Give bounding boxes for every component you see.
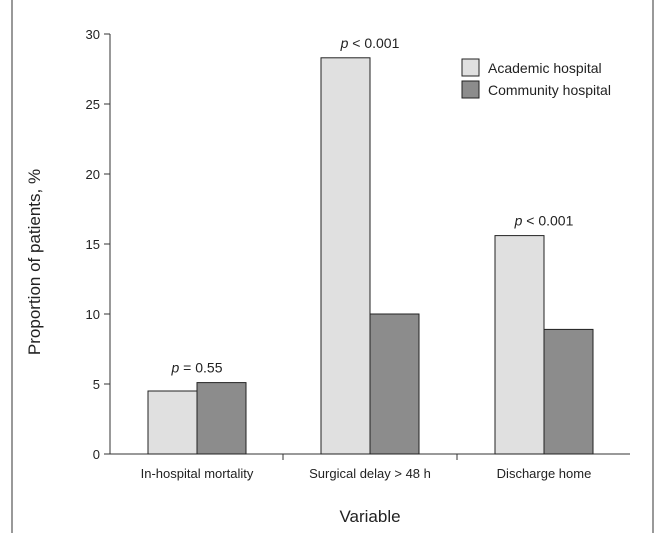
y-axis-title: Proportion of patients, % [25, 169, 44, 355]
legend-swatch [461, 58, 480, 77]
x-tick-label: Surgical delay > 48 h [309, 466, 431, 481]
x-axis-title: Variable [339, 507, 400, 526]
y-tick-label: 15 [86, 237, 100, 252]
bar-community [196, 382, 247, 455]
y-tick-label: 30 [86, 27, 100, 42]
y-tick-label: 25 [86, 97, 100, 112]
y-tick-label: 20 [86, 167, 100, 182]
y-tick-label: 0 [93, 447, 100, 462]
bar-academic [320, 57, 371, 455]
p-value-label: p < 0.001 [514, 213, 574, 229]
p-value-label: p = 0.55 [171, 360, 223, 376]
legend-label: Academic hospital [488, 60, 602, 76]
bar-community [369, 313, 420, 455]
bar-academic [494, 235, 545, 455]
x-tick-label: Discharge home [497, 466, 592, 481]
bar-academic [147, 390, 198, 455]
x-tick-label: In-hospital mortality [141, 466, 254, 481]
p-value-label: p < 0.001 [340, 35, 400, 51]
y-tick-label: 5 [93, 377, 100, 392]
legend-label: Community hospital [488, 82, 611, 98]
y-tick-label: 10 [86, 307, 100, 322]
legend-swatch [461, 80, 480, 99]
bar-community [543, 328, 594, 455]
